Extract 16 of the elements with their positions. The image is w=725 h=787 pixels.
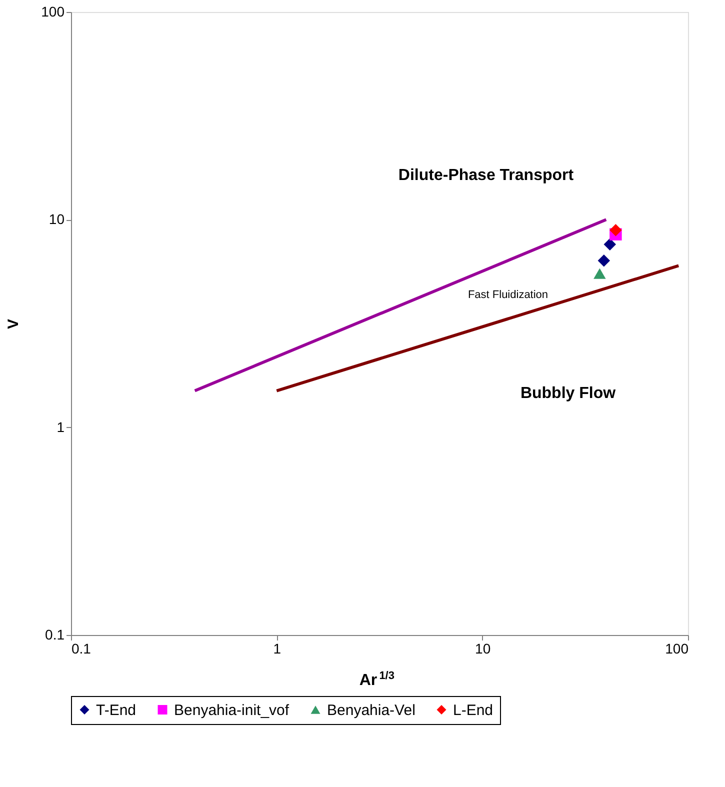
y-tick-label: 0.1: [45, 626, 65, 642]
legend-label: Benyahia-init_vof: [174, 702, 290, 719]
y-axis-title: V: [5, 318, 22, 330]
x-tick-label: 10: [475, 640, 491, 656]
annotation: Bubbly Flow: [520, 385, 616, 402]
y-tick-label: 100: [41, 4, 65, 20]
x-tick-label: 1: [273, 640, 282, 656]
annotation: Dilute-Phase Transport: [398, 167, 574, 184]
x-tick-label: 100: [665, 640, 689, 656]
y-tick-label: 1: [56, 418, 65, 435]
annotation: Fast Fluidization: [468, 289, 548, 301]
legend-label: T-End: [96, 702, 136, 719]
x-tick-label: 0.1: [72, 640, 92, 656]
legend-label: L-End: [453, 702, 494, 719]
legend-label: Benyahia-Vel: [327, 702, 416, 719]
y-tick-label: 10: [48, 211, 65, 228]
